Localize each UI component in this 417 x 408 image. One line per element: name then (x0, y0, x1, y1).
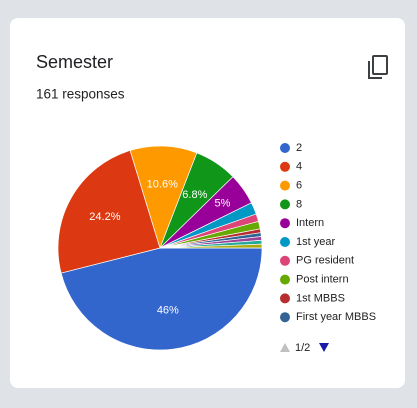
legend-swatch (280, 218, 290, 229)
pie-slice (159, 243, 263, 249)
pie-slice (60, 247, 263, 351)
legend-swatch (280, 143, 290, 153)
legend-label: 1st year (296, 236, 335, 248)
chart-title: Semester (36, 52, 113, 72)
legend-label: 2 (296, 142, 302, 154)
legend-label: Intern (296, 217, 324, 229)
slice-label: 10.6% (147, 179, 178, 191)
legend-label: First year MBBS (296, 311, 376, 323)
slice-label: 46% (157, 305, 179, 317)
legend-swatch (280, 237, 290, 247)
chart-subtitle: 161 responses (36, 87, 125, 102)
copy-icon[interactable] (368, 55, 388, 79)
legend-swatch (280, 293, 290, 304)
legend-next[interactable] (319, 343, 329, 352)
slice-label: 5% (214, 198, 230, 210)
legend-label: Post intern (296, 274, 349, 286)
legend-label: 6 (296, 180, 302, 192)
pie-slice (57, 150, 161, 274)
legend-page: 1/2 (295, 342, 310, 354)
pie-slice (129, 145, 198, 250)
legend-swatch (280, 255, 290, 266)
legend-swatch (280, 199, 290, 210)
legend-swatch (280, 312, 290, 323)
legend-swatch (280, 180, 290, 191)
slice-label: 6.8% (182, 189, 207, 201)
legend-label: 4 (296, 161, 302, 173)
legend-swatch (280, 274, 290, 285)
legend-prev[interactable] (280, 343, 290, 352)
legend-label: 8 (296, 198, 302, 210)
slice-label: 24.2% (89, 211, 120, 223)
legend-swatch (280, 161, 290, 172)
legend-label: 1st MBBS (296, 292, 345, 304)
legend-label: PG resident (296, 255, 354, 267)
